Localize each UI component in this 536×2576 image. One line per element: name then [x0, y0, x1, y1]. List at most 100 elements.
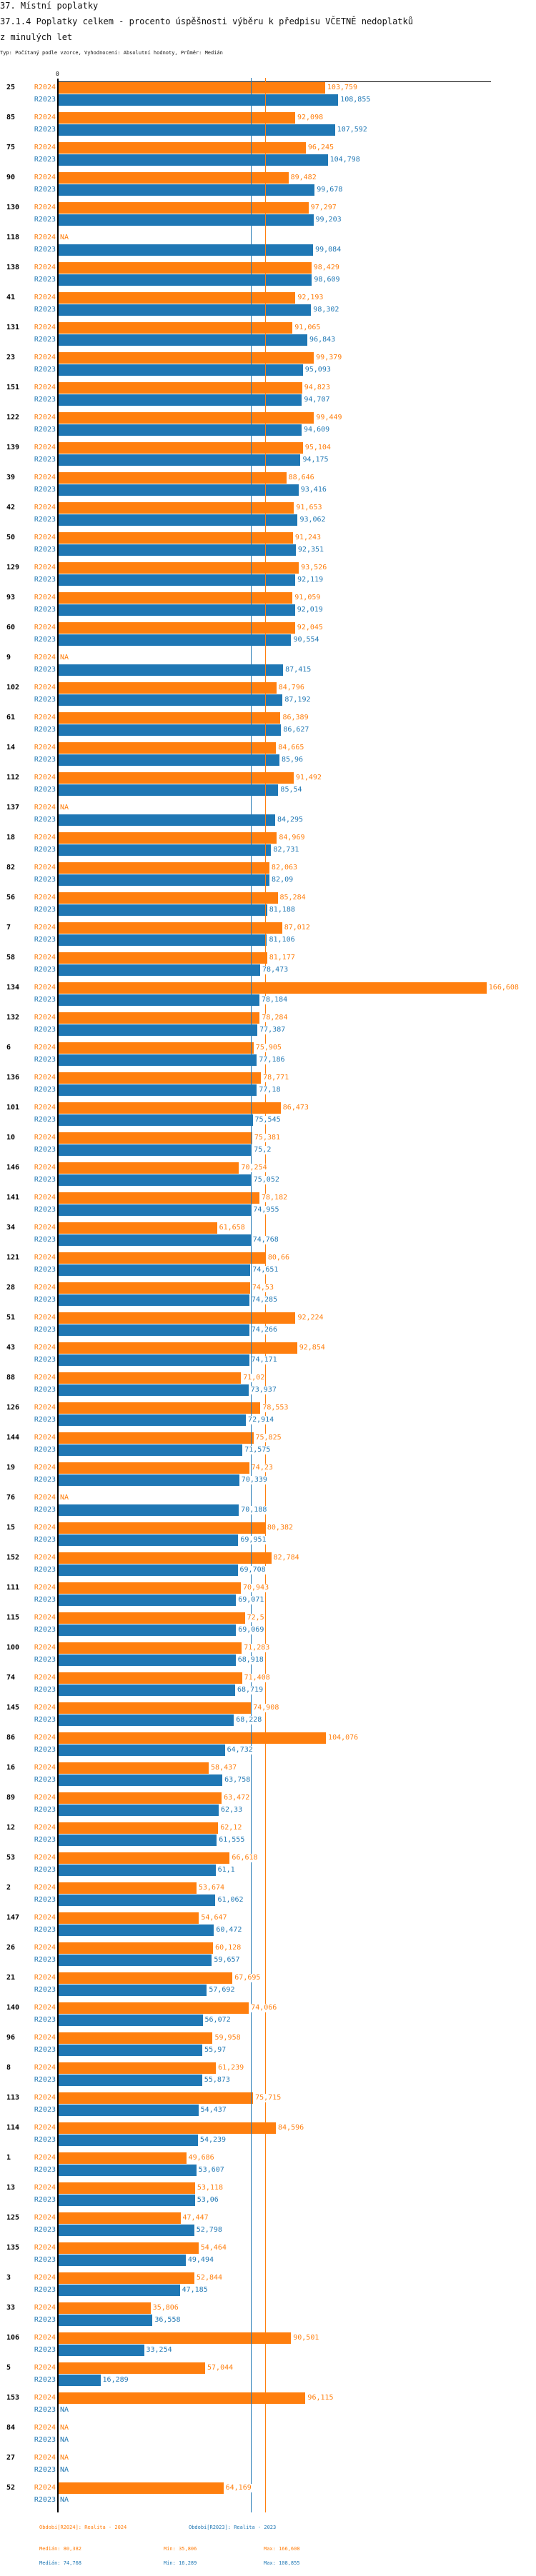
row-group-id: 6	[6, 1044, 11, 1052]
series-label-r2024: R2024	[34, 1824, 56, 1832]
row-group-id: 28	[6, 1284, 16, 1292]
series-label-r2024: R2024	[34, 684, 56, 692]
value-label-r2023: 74,768	[252, 1236, 279, 1244]
series-label-r2023: R2023	[34, 756, 56, 764]
series-label-r2024: R2024	[34, 1764, 56, 1772]
series-label-r2024: R2024	[34, 1134, 56, 1142]
bar-r2023	[59, 244, 314, 256]
series-label-r2024: R2024	[34, 2304, 56, 2312]
row-group-id: 141	[6, 1194, 20, 1202]
value-label-r2023: 81,106	[269, 936, 295, 944]
series-label-r2024: R2024	[34, 1584, 56, 1592]
na-label: NA	[60, 1494, 69, 1502]
series-label-r2023: R2023	[34, 1116, 56, 1124]
row-group-id: 138	[6, 264, 20, 271]
series-label-r2024: R2024	[34, 2484, 56, 2492]
bar-r2024	[59, 1102, 281, 1114]
row-group-id: 43	[6, 1344, 16, 1352]
value-label-r2024: 84,796	[278, 684, 304, 692]
value-label-r2024: 49,686	[188, 2154, 214, 2162]
value-label-r2023: 52,798	[196, 2226, 222, 2235]
row-group-id: 137	[6, 804, 20, 812]
value-label-r2024: 87,012	[284, 924, 310, 932]
series-label-r2023: R2023	[34, 1896, 56, 1904]
bar-r2024	[59, 292, 296, 304]
bar-r2023	[59, 2375, 101, 2386]
bar-r2023	[59, 904, 267, 916]
bar-r2024	[59, 2182, 195, 2194]
series-label-r2023: R2023	[34, 246, 56, 254]
series-label-r2024: R2024	[34, 804, 56, 812]
value-label-r2023: 75,2	[254, 1146, 272, 1154]
value-label-r2023: 64,732	[227, 1746, 253, 1754]
bar-r2023	[59, 214, 314, 226]
value-label-r2024: 93,526	[301, 564, 327, 572]
row-group-id: 33	[6, 2304, 16, 2312]
series-label-r2024: R2024	[34, 834, 56, 842]
series-label-r2023: R2023	[34, 1176, 56, 1184]
bar-r2023	[59, 2165, 197, 2176]
value-label-r2024: 82,784	[273, 1554, 299, 1562]
value-label-r2023: 71,575	[244, 1446, 271, 1454]
legend-r2024: Období[R2024]: Realita - 2024	[39, 2525, 127, 2530]
value-label-r2023: 62,33	[221, 1806, 243, 1814]
bar-r2024	[59, 2302, 151, 2314]
bar-r2023	[59, 934, 267, 946]
value-label-r2024: 74,908	[253, 1704, 279, 1712]
value-label-r2023: 53,607	[198, 2166, 224, 2175]
value-label-r2023: 93,062	[299, 516, 326, 524]
row-group-id: 100	[6, 1644, 20, 1652]
bar-r2024	[59, 1822, 219, 1834]
value-label-r2023: 104,798	[329, 156, 360, 164]
value-label-r2024: 78,284	[262, 1014, 288, 1022]
row-group-id: 93	[6, 594, 16, 601]
series-label-r2023: R2023	[34, 2376, 56, 2384]
median-line-r2024	[265, 78, 266, 2512]
series-label-r2024: R2024	[34, 354, 56, 361]
value-label-r2023: 99,084	[315, 246, 342, 254]
value-label-r2023: 82,731	[273, 846, 299, 854]
bar-r2023	[59, 1144, 252, 1156]
bar-r2024	[59, 1762, 209, 1774]
value-label-r2024: 74,23	[251, 1464, 273, 1472]
series-label-r2024: R2024	[34, 2244, 56, 2252]
bar-r2023	[59, 964, 261, 976]
chart-title-line1: 37.1.4 Poplatky celkem - procento úspěšn…	[0, 16, 413, 26]
na-label: NA	[60, 2496, 69, 2505]
bar-r2024	[59, 1642, 242, 1654]
bar-r2024	[59, 352, 314, 364]
series-label-r2023: R2023	[34, 966, 56, 974]
series-label-r2024: R2024	[34, 264, 56, 271]
bar-r2023	[59, 2285, 180, 2296]
series-label-r2023: R2023	[34, 1446, 56, 1454]
value-label-r2023: 78,473	[262, 966, 289, 974]
series-label-r2024: R2024	[34, 864, 56, 872]
value-label-r2023: 99,203	[315, 216, 342, 224]
row-group-id: 10	[6, 1134, 16, 1142]
bar-r2024	[59, 2032, 213, 2044]
bar-r2023	[59, 604, 295, 616]
series-label-r2024: R2024	[34, 1284, 56, 1292]
bar-r2023	[59, 1204, 252, 1216]
value-label-r2023: 78,184	[261, 996, 288, 1004]
bar-r2024	[59, 1312, 296, 1324]
series-label-r2024: R2024	[34, 624, 56, 631]
value-label-r2024: 57,044	[207, 2364, 234, 2372]
value-label-r2024: 84,969	[279, 834, 305, 842]
na-label: NA	[60, 2454, 69, 2462]
row-group-id: 39	[6, 474, 16, 481]
bar-r2024	[59, 2242, 199, 2254]
value-label-r2024: 71,283	[244, 1644, 270, 1652]
value-label-r2023: 69,951	[240, 1536, 267, 1544]
value-label-r2024: 35,806	[152, 2304, 179, 2312]
bar-r2024	[59, 1522, 265, 1534]
value-label-r2024: 96,245	[307, 144, 334, 152]
series-label-r2024: R2024	[34, 1614, 56, 1622]
value-label-r2024: 91,492	[295, 774, 322, 782]
bar-r2024	[59, 1462, 249, 1474]
row-group-id: 2	[6, 1884, 11, 1892]
na-label: NA	[60, 234, 69, 242]
value-label-r2024: 99,449	[316, 414, 342, 422]
series-label-r2024: R2024	[34, 2064, 56, 2072]
bar-r2024	[59, 1222, 217, 1234]
